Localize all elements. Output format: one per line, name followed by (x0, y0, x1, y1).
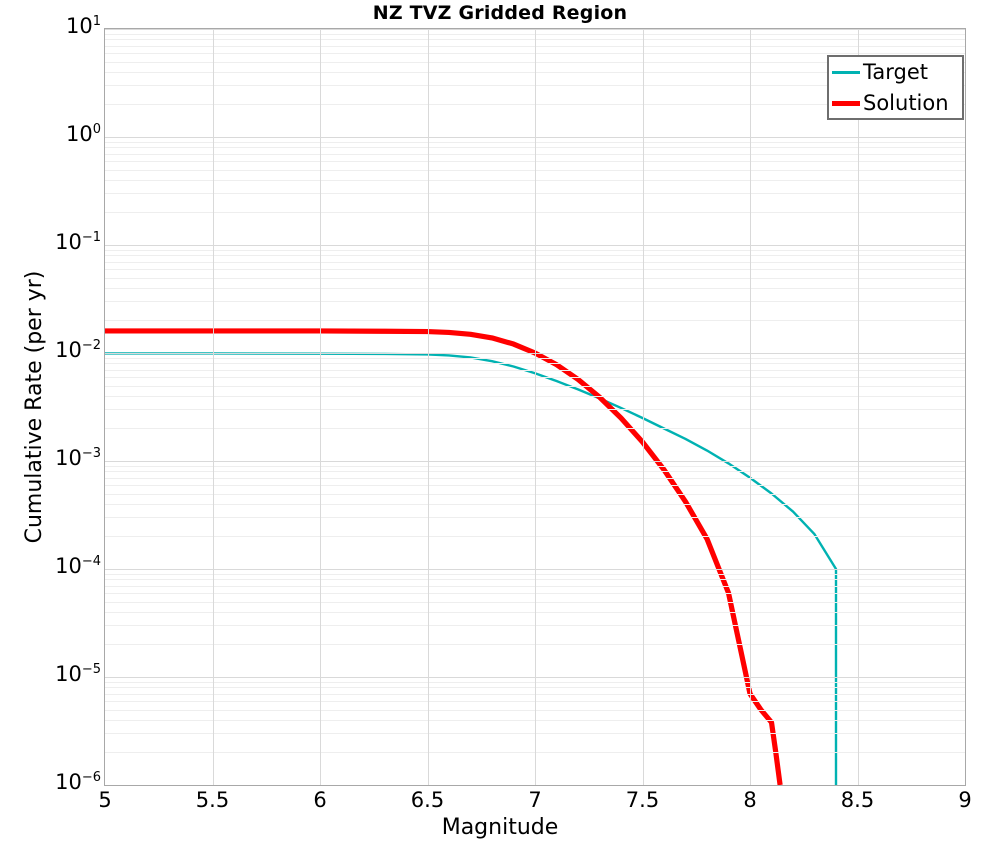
y-tick-label: 10−2 (55, 338, 101, 362)
gridline-major-x (750, 29, 751, 785)
x-tick-label: 8 (743, 788, 757, 812)
x-axis-title: Magnitude (441, 815, 559, 840)
y-tick-label: 100 (65, 122, 101, 146)
legend-swatch-solution (832, 101, 860, 106)
y-tick-label: 101 (65, 14, 101, 38)
gridline-major-x (857, 29, 859, 785)
x-tick-label: 7 (528, 788, 542, 812)
gridline-major-x (642, 29, 644, 785)
plot-inner (105, 29, 965, 785)
gridline-major-x (212, 29, 214, 785)
legend-swatch-target (832, 71, 860, 74)
y-tick-label: 10−1 (55, 230, 101, 254)
legend-label-target: Target (863, 60, 928, 84)
gridline-major-x (535, 29, 536, 785)
series-line-solution (105, 328, 783, 785)
x-tick-label: 5 (98, 788, 112, 812)
y-tick-label: 10−6 (55, 770, 101, 794)
y-tick-label: 10−5 (55, 662, 101, 686)
x-tick-label: 6.5 (410, 788, 445, 812)
legend-label-solution: Solution (863, 91, 949, 115)
y-tick-label: 10−3 (55, 446, 101, 470)
gridline-major-x (320, 29, 321, 785)
legend-item-solution[interactable]: Solution (829, 88, 962, 119)
chart-title: NZ TVZ Gridded Region (372, 2, 628, 24)
x-tick-label: 9 (958, 788, 972, 812)
y-tick-label: 10−4 (55, 554, 101, 578)
legend[interactable]: Target Solution (827, 55, 964, 120)
gridline-major-x (427, 29, 429, 785)
x-tick-label: 7.5 (625, 788, 660, 812)
x-tick-label: 6 (313, 788, 327, 812)
plot-area (104, 28, 966, 786)
legend-item-target[interactable]: Target (829, 57, 962, 88)
x-tick-label: 8.5 (840, 788, 875, 812)
x-tick-label: 5.5 (195, 788, 230, 812)
y-axis-title: Cumulative Rate (per yr) (22, 270, 47, 544)
